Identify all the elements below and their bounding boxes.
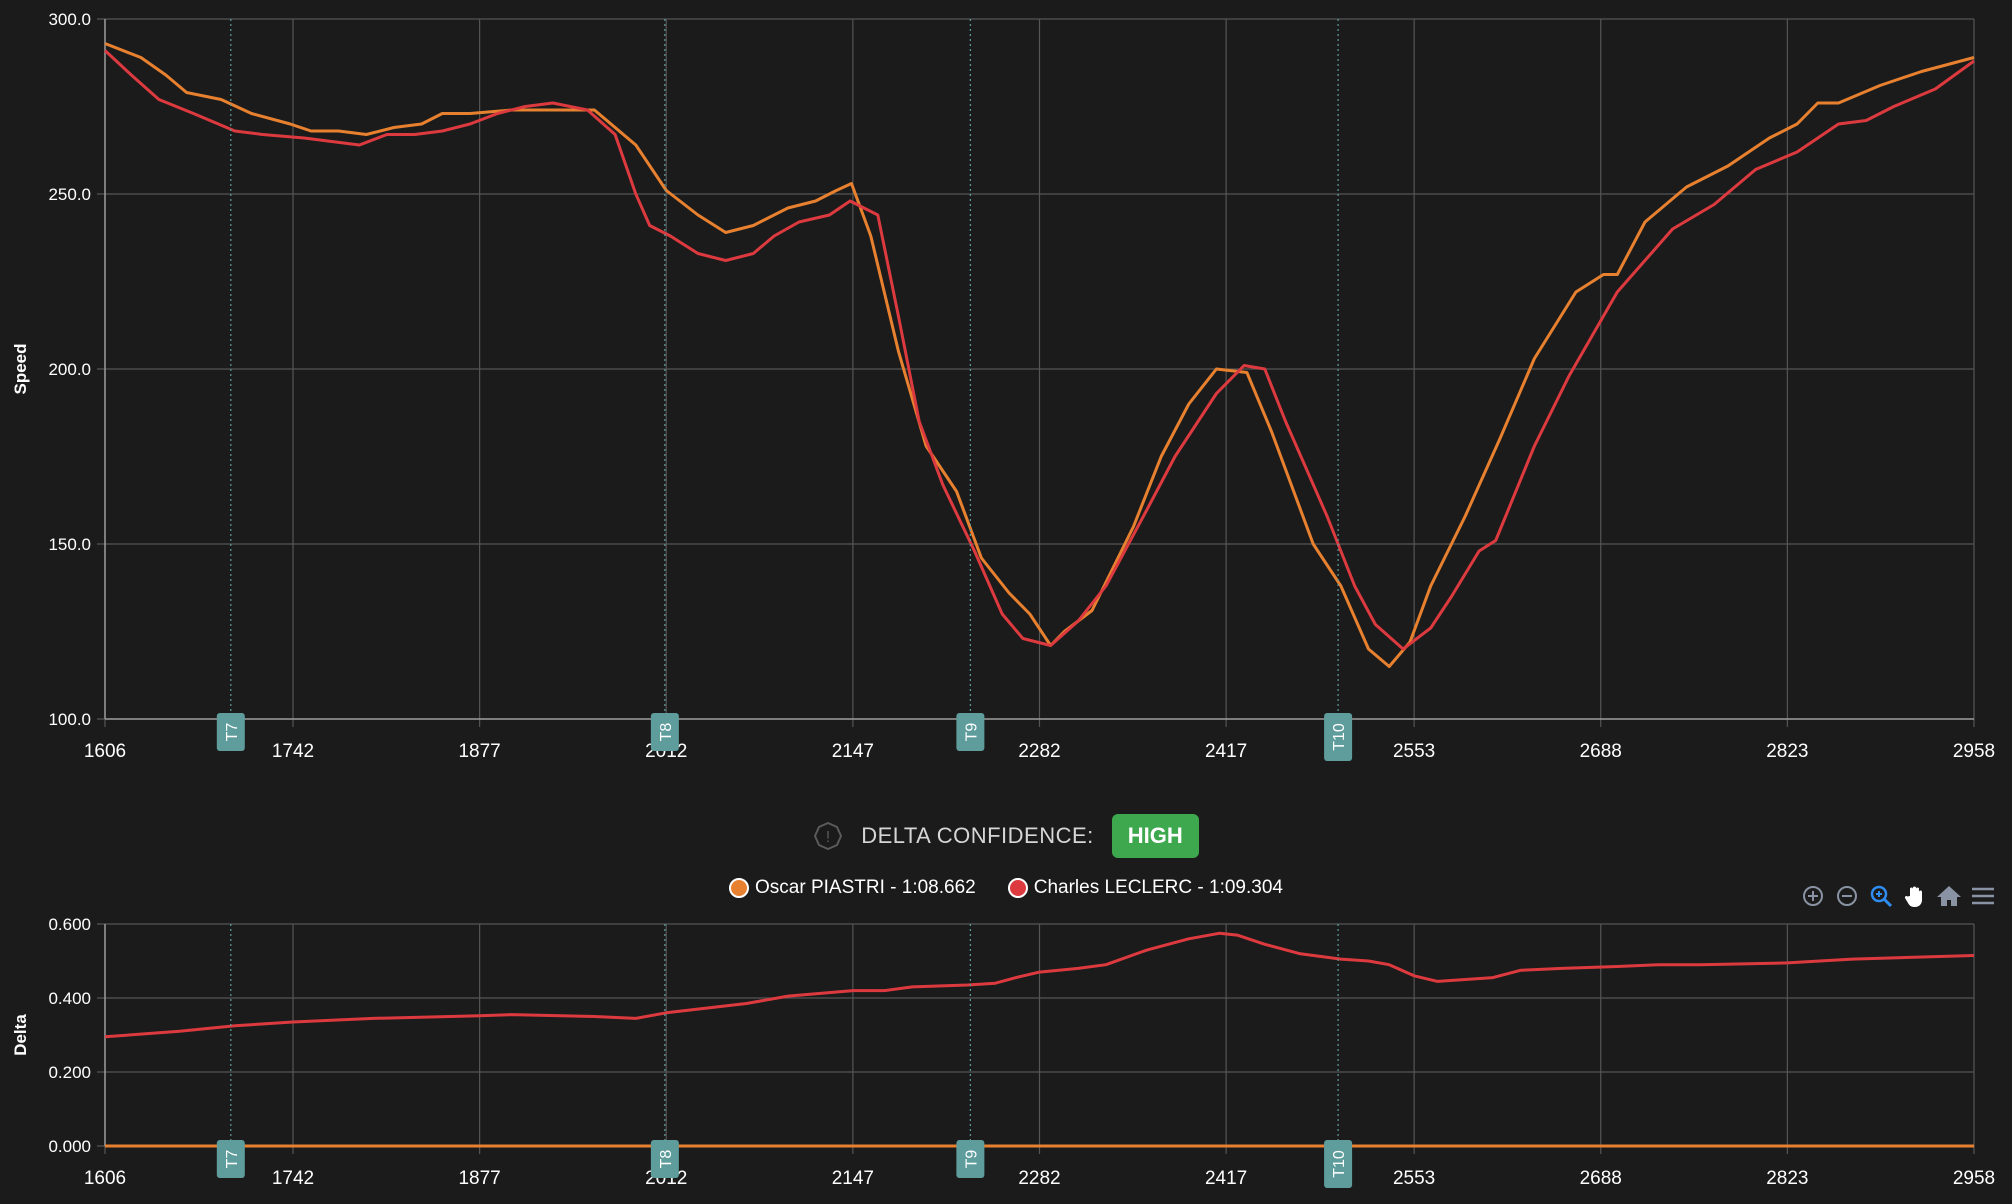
turn-marker-label: T8 (658, 1150, 675, 1169)
svg-text:!: ! (826, 829, 830, 846)
x-tick-label: 2958 (1953, 741, 1995, 762)
x-tick-label: 2688 (1580, 1168, 1622, 1189)
series-line-piastri (104, 42, 1975, 668)
turn-marker-badge (650, 713, 679, 751)
warning-icon: ! (813, 821, 843, 851)
y-axis-label: Delta (11, 1014, 30, 1056)
turn-marker-badge (1324, 713, 1353, 761)
y-tick-label: 0.400 (48, 989, 91, 1008)
y-tick-label: 0.200 (48, 1063, 91, 1082)
home-icon[interactable] (1936, 883, 1962, 909)
x-tick-label: 1742 (272, 741, 314, 762)
x-tick-label: 2282 (1018, 1168, 1060, 1189)
turn-marker-badge (956, 1140, 985, 1178)
legend-item-piastri[interactable]: Oscar PIASTRI - 1:08.662 (729, 877, 976, 899)
x-tick-label: 2823 (1766, 741, 1808, 762)
zoom-in-icon[interactable] (1800, 883, 1826, 909)
delta-confidence-row: ! DELTA CONFIDENCE: HIGH (0, 812, 2012, 860)
menu-icon[interactable] (1970, 883, 1996, 909)
y-tick-label: 150.0 (48, 535, 91, 554)
y-tick-label: 200.0 (48, 360, 91, 379)
y-tick-label: 0.000 (48, 1137, 91, 1156)
legend-dot-piastri (729, 878, 750, 898)
x-tick-label: 2553 (1393, 1168, 1435, 1189)
x-tick-label: 1877 (458, 1168, 500, 1189)
turn-marker-label: T7 (224, 1150, 241, 1169)
turn-marker-badge (650, 1140, 679, 1178)
zoom-out-icon[interactable] (1834, 883, 1860, 909)
x-tick-label: 2147 (832, 741, 874, 762)
turn-marker-label: T9 (963, 723, 980, 742)
pan-hand-icon[interactable] (1902, 883, 1928, 909)
x-tick-label: 2417 (1205, 741, 1247, 762)
x-tick-label: 2282 (1018, 741, 1060, 762)
turn-marker-badge (956, 713, 985, 751)
y-tick-label: 0.600 (48, 915, 91, 934)
turn-marker-badge (216, 713, 245, 751)
series-line-leclerc (103, 49, 1975, 651)
turn-marker-label: T7 (224, 723, 241, 742)
legend-label-piastri: Oscar PIASTRI - 1:08.662 (755, 877, 976, 898)
x-tick-label: 1606 (84, 741, 126, 762)
turn-marker-badge (1324, 1140, 1353, 1188)
x-tick-label: 1742 (272, 1168, 314, 1189)
turn-marker-badge (216, 1140, 245, 1178)
turn-marker-label: T9 (963, 1150, 980, 1169)
x-tick-label: 2688 (1580, 741, 1622, 762)
y-tick-label: 100.0 (48, 710, 91, 729)
turn-marker-label: T10 (1331, 1150, 1348, 1178)
legend-item-leclerc[interactable]: Charles LECLERC - 1:09.304 (1007, 877, 1283, 899)
x-tick-label: 2553 (1393, 741, 1435, 762)
x-tick-label: 1606 (84, 1168, 126, 1189)
legend-label-leclerc: Charles LECLERC - 1:09.304 (1033, 877, 1283, 898)
y-tick-label: 250.0 (48, 185, 91, 204)
x-tick-label: 1877 (458, 741, 500, 762)
delta-confidence-label: DELTA CONFIDENCE: (861, 823, 1094, 848)
chart-legend: Oscar PIASTRI - 1:08.662 Charles LECLERC… (0, 873, 2012, 903)
series-line-leclerc (104, 931, 1975, 1039)
x-tick-label: 2823 (1766, 1168, 1808, 1189)
y-tick-label: 300.0 (48, 10, 91, 29)
turn-marker-label: T8 (658, 723, 675, 742)
legend-dot-leclerc (1007, 878, 1028, 898)
x-tick-label: 2417 (1205, 1168, 1247, 1189)
y-axis-label: Speed (11, 343, 30, 394)
x-tick-label: 2958 (1953, 1168, 1995, 1189)
turn-marker-label: T10 (1331, 723, 1348, 751)
delta-confidence-badge: HIGH (1111, 814, 1199, 858)
x-tick-label: 2012 (645, 1168, 687, 1189)
zoom-selection-icon[interactable] (1868, 883, 1894, 909)
x-tick-label: 2147 (832, 1168, 874, 1189)
chart-toolbar (1800, 881, 1996, 911)
